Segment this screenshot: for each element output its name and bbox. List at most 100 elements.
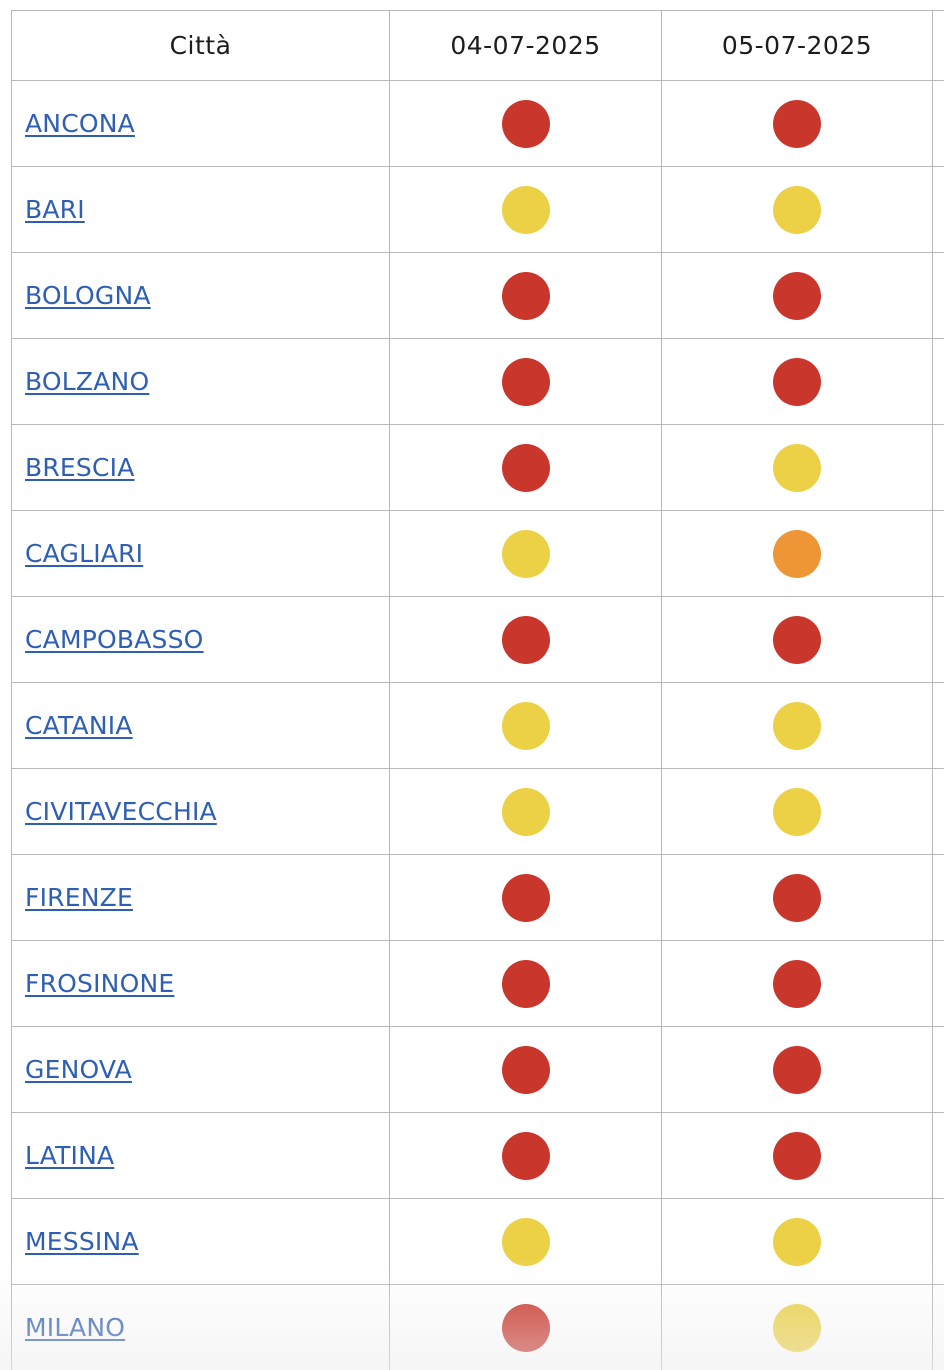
level-cell	[661, 940, 933, 1027]
alert-level-yellow-dot	[501, 185, 550, 234]
table-row: LATINA	[11, 1112, 944, 1199]
alert-level-red-dot	[773, 615, 821, 664]
city-link[interactable]: BRESCIA	[25, 453, 135, 482]
level-cell	[932, 1284, 944, 1370]
level-cell	[389, 424, 662, 511]
city-link[interactable]: CAGLIARI	[25, 539, 144, 568]
alert-level-red-dot	[501, 873, 550, 922]
level-cell	[932, 510, 944, 597]
alert-level-red-dot	[501, 99, 550, 148]
table-row: BOLOGNA	[11, 252, 944, 339]
table-row: CIVITAVECCHIA	[11, 768, 944, 855]
city-cell: GENOVA	[11, 1026, 390, 1113]
city-link[interactable]: CAMPOBASSO	[25, 625, 204, 654]
table-row: BARI	[11, 166, 944, 253]
alert-level-yellow-dot	[773, 185, 821, 234]
alert-level-red-dot	[773, 271, 821, 320]
city-link[interactable]: LATINA	[25, 1141, 115, 1170]
city-cell: BARI	[11, 166, 390, 253]
level-cell	[661, 80, 933, 167]
level-cell	[661, 768, 933, 855]
level-cell	[661, 854, 933, 941]
table-row: FIRENZE	[11, 854, 944, 941]
level-cell	[389, 854, 662, 941]
city-cell: BOLZANO	[11, 338, 390, 425]
table-row: GENOVA	[11, 1026, 944, 1113]
level-cell	[932, 424, 944, 511]
table-row: CAMPOBASSO	[11, 596, 944, 683]
level-cell	[389, 338, 662, 425]
city-cell: MESSINA	[11, 1198, 390, 1285]
table-body: ANCONA BARI BOLOGNA BOLZANO BRESCIA CAGLIARI C…	[11, 80, 944, 1370]
alert-level-red-dot	[501, 959, 550, 1008]
city-link[interactable]: FROSINONE	[25, 969, 175, 998]
heat-alert-table: Città 04-07-2025 05-07-2025 ANCONA BARI BO…	[11, 10, 944, 1370]
alert-level-red-dot	[773, 357, 821, 406]
level-cell	[661, 424, 933, 511]
level-cell	[932, 682, 944, 769]
header-city: Città	[11, 10, 390, 81]
table-row: BRESCIA	[11, 424, 944, 511]
level-cell	[932, 768, 944, 855]
alert-level-red-dot	[501, 271, 550, 320]
alert-level-yellow-dot	[501, 1217, 550, 1266]
level-cell	[661, 166, 933, 253]
city-link[interactable]: MESSINA	[25, 1227, 139, 1256]
table-row: CATANIA	[11, 682, 944, 769]
city-cell: FROSINONE	[11, 940, 390, 1027]
city-link[interactable]: BOLOGNA	[25, 281, 151, 310]
level-cell	[932, 596, 944, 683]
city-link[interactable]: BOLZANO	[25, 367, 150, 396]
city-link[interactable]: ANCONA	[25, 109, 135, 138]
city-link[interactable]: CATANIA	[25, 711, 133, 740]
level-cell	[389, 80, 662, 167]
city-cell: CATANIA	[11, 682, 390, 769]
city-link[interactable]: GENOVA	[25, 1055, 132, 1084]
city-cell: CAGLIARI	[11, 510, 390, 597]
level-cell	[389, 940, 662, 1027]
level-cell	[932, 338, 944, 425]
level-cell	[389, 596, 662, 683]
header-date-2: 05-07-2025	[661, 10, 933, 81]
level-cell	[932, 940, 944, 1027]
level-cell	[661, 596, 933, 683]
table-row: MESSINA	[11, 1198, 944, 1285]
alert-level-red-dot	[501, 443, 550, 492]
alert-level-yellow-dot	[773, 1217, 821, 1266]
level-cell	[661, 1284, 933, 1370]
level-cell	[389, 510, 662, 597]
alert-level-red-dot	[501, 615, 550, 664]
level-cell	[389, 682, 662, 769]
alert-level-yellow-dot	[773, 787, 821, 836]
alert-level-orange-dot	[773, 529, 821, 578]
table-row: CAGLIARI	[11, 510, 944, 597]
level-cell	[661, 1112, 933, 1199]
city-link[interactable]: BARI	[25, 195, 85, 224]
level-cell	[932, 166, 944, 253]
level-cell	[389, 1112, 662, 1199]
alert-level-yellow-dot	[773, 443, 821, 492]
level-cell	[932, 1112, 944, 1199]
level-cell	[389, 166, 662, 253]
alert-level-yellow-dot	[501, 701, 550, 750]
city-link[interactable]: MILANO	[25, 1313, 126, 1342]
alert-level-red-dot	[773, 99, 821, 148]
city-cell: CAMPOBASSO	[11, 596, 390, 683]
city-cell: BRESCIA	[11, 424, 390, 511]
table-row: ANCONA	[11, 80, 944, 167]
table-row: FROSINONE	[11, 940, 944, 1027]
city-link[interactable]: CIVITAVECCHIA	[25, 797, 217, 826]
city-cell: ANCONA	[11, 80, 390, 167]
alert-level-red-dot	[773, 959, 821, 1008]
city-link[interactable]: FIRENZE	[25, 883, 133, 912]
alert-level-red-dot	[773, 1131, 821, 1180]
level-cell	[389, 1026, 662, 1113]
alert-level-red-dot	[773, 873, 821, 922]
city-cell: CIVITAVECCHIA	[11, 768, 390, 855]
level-cell	[661, 682, 933, 769]
table-row: BOLZANO	[11, 338, 944, 425]
level-cell	[661, 1198, 933, 1285]
level-cell	[389, 252, 662, 339]
level-cell	[389, 1198, 662, 1285]
